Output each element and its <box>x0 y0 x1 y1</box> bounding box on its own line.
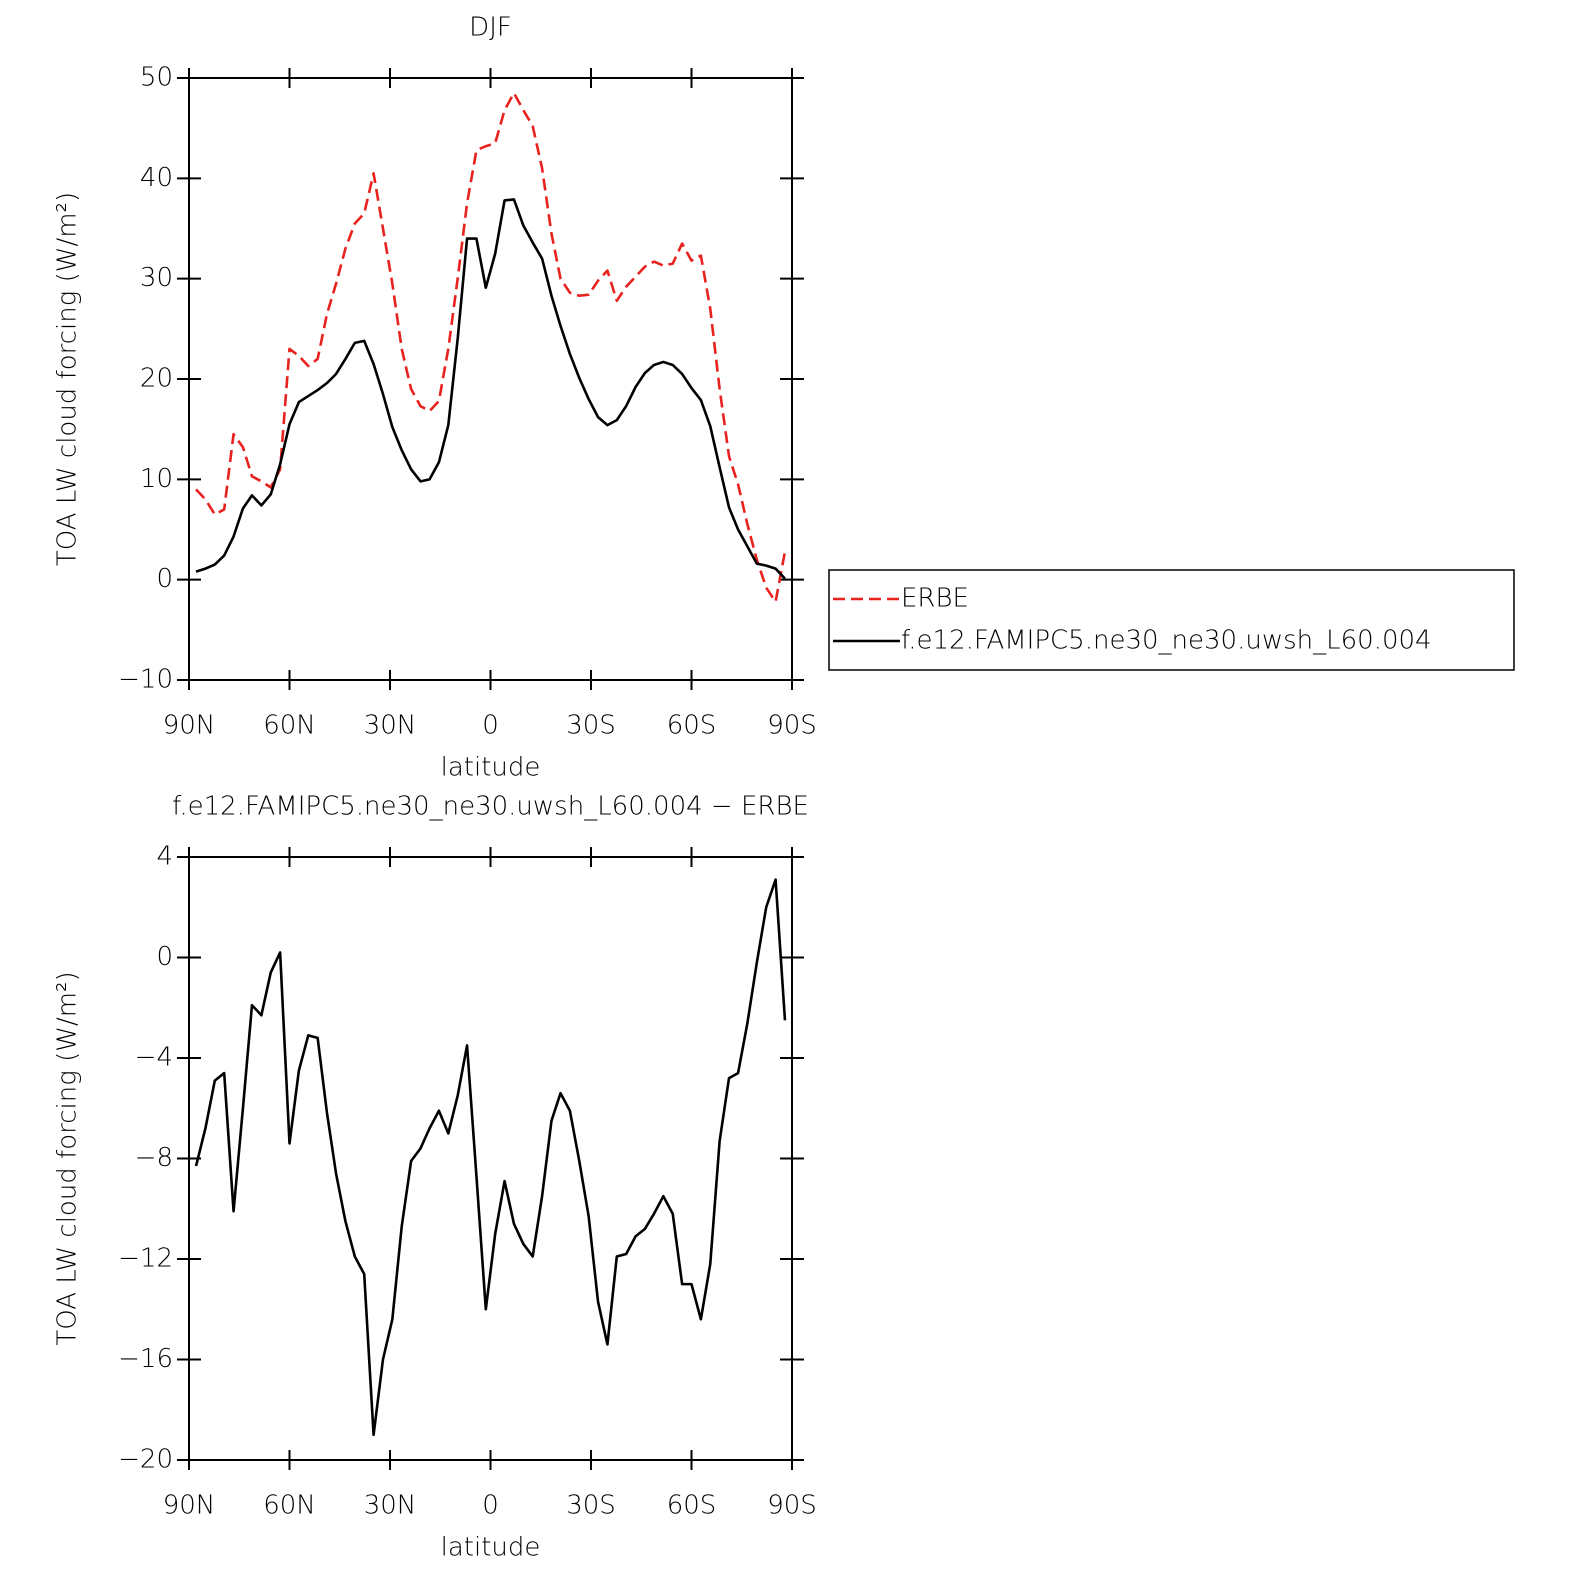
x-tick-label: 90N <box>163 1491 216 1521</box>
data-line <box>195 198 786 580</box>
y-axis-label: TOA LW cloud forcing (W/m²) <box>53 971 83 1345</box>
plot-frame <box>188 77 793 681</box>
x-axis-label: latitude <box>441 753 541 783</box>
x-tick-label: 60N <box>263 1491 316 1521</box>
y-tick-label: 30 <box>140 263 173 293</box>
x-tick-label: 60S <box>667 1491 717 1521</box>
y-tick-label: 20 <box>140 364 173 394</box>
y-tick-label: 0 <box>156 942 173 972</box>
x-tick-label: 60N <box>263 711 316 741</box>
x-tick-label: 0 <box>482 1491 499 1521</box>
legend-label: ERBE <box>901 584 969 614</box>
y-tick-label: −10 <box>118 665 173 695</box>
y-tick-label: −8 <box>135 1143 173 1173</box>
x-tick-label: 90N <box>163 711 216 741</box>
y-axis-label: TOA LW cloud forcing (W/m²) <box>53 192 83 566</box>
x-tick-label: 90S <box>767 711 817 741</box>
x-tick-label: 30N <box>364 711 417 741</box>
y-tick-label: 4 <box>156 842 173 872</box>
y-tick-label: −20 <box>118 1445 173 1475</box>
data-line <box>195 91 787 604</box>
y-tick-label: 0 <box>156 564 173 594</box>
x-tick-label: 30N <box>364 1491 417 1521</box>
y-tick-label: −12 <box>118 1244 173 1274</box>
plot-frame <box>188 856 793 1461</box>
x-tick-label: 30S <box>566 711 616 741</box>
x-tick-label: 30S <box>566 1491 616 1521</box>
chart-title: DJF <box>469 13 512 43</box>
y-tick-label: 10 <box>140 464 173 494</box>
y-tick-label: −4 <box>135 1043 173 1073</box>
y-tick-label: 40 <box>140 163 173 193</box>
legend-box <box>828 569 1515 671</box>
x-tick-label: 0 <box>482 711 499 741</box>
x-tick-label: 90S <box>767 1491 817 1521</box>
data-line <box>194 878 787 1437</box>
x-axis-label: latitude <box>441 1533 541 1563</box>
x-tick-label: 60S <box>667 711 717 741</box>
y-tick-label: 50 <box>140 63 173 93</box>
y-tick-label: −16 <box>118 1344 173 1374</box>
legend-label: f.e12.FAMIPC5.ne30_ne30.uwsh_L60.004 <box>901 626 1432 656</box>
chart-title: f.e12.FAMIPC5.ne30_ne30.uwsh_L60.004 − E… <box>172 792 809 822</box>
